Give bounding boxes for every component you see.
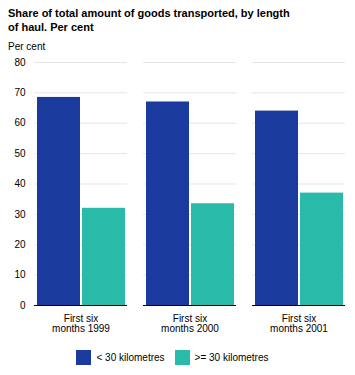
html-text:>= 30 kilometres: >= 30 kilometres	[194, 351, 269, 363]
svg-text:First sixmonths 1999: First sixmonths 1999	[52, 312, 110, 333]
svg-text:First sixmonths 2000: First sixmonths 2000	[161, 312, 219, 333]
svg-text:First sixmonths 2001: First sixmonths 2001	[270, 312, 328, 333]
svg-text:30: 30	[14, 208, 26, 219]
svg-text:50: 50	[14, 147, 26, 158]
html-text:Share of total amount of goods: Share of total amount of goods transport…	[8, 7, 290, 34]
svg-text:70: 70	[14, 87, 26, 98]
svg-text:60: 60	[14, 117, 26, 128]
html-text:Per cent: Per cent	[8, 40, 46, 52]
html-text:< 30 kilometres: < 30 kilometres	[96, 351, 165, 363]
svg-text:10: 10	[14, 269, 26, 280]
svg-text:80: 80	[14, 56, 26, 67]
svg-text:0: 0	[20, 299, 26, 310]
svg-text:40: 40	[14, 178, 26, 189]
svg-text:20: 20	[14, 239, 26, 250]
